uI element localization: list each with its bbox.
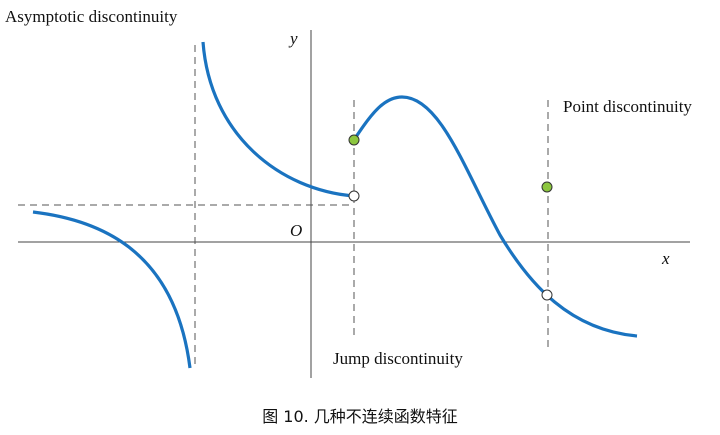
- caption: 图 10. 几种不连续函数特征: [262, 407, 458, 426]
- open-point: [348, 190, 360, 202]
- curve-right: [352, 95, 638, 338]
- curve-left-lower: [32, 210, 192, 369]
- axis-label: y: [288, 29, 298, 48]
- filled-point: [348, 134, 360, 146]
- axis-label: x: [661, 249, 670, 268]
- open-point: [541, 289, 553, 301]
- filled-point: [541, 181, 553, 193]
- label: Point discontinuity: [563, 97, 692, 116]
- origin-label: O: [290, 221, 302, 240]
- label: Asymptotic discontinuity: [5, 7, 178, 26]
- label: Jump discontinuity: [333, 349, 463, 368]
- curve-left-upper: [201, 41, 355, 198]
